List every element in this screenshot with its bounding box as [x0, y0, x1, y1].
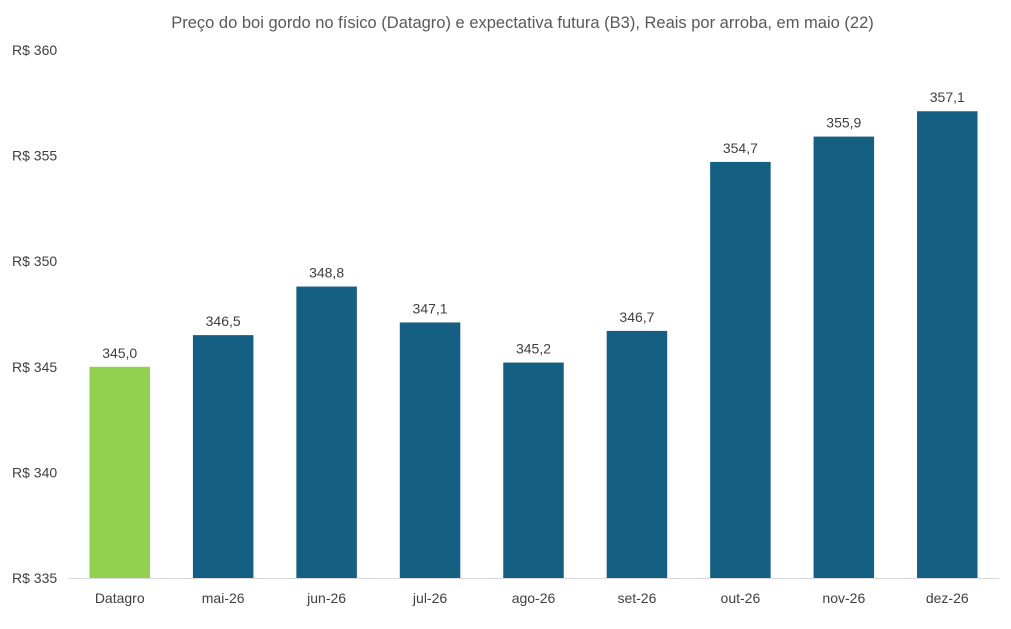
data-label: 346,7 — [619, 309, 654, 325]
bar-jul-26 — [399, 322, 461, 578]
x-tick-label: ago-26 — [512, 590, 556, 606]
x-tick-label: set-26 — [617, 590, 656, 606]
x-tick-label: jul-26 — [412, 590, 447, 606]
bar-jun-26 — [296, 286, 357, 578]
x-tick-label: dez-26 — [926, 590, 969, 606]
y-tick-label: R$ 360 — [12, 42, 57, 58]
y-axis-tick-labels: R$ 335 R$ 340 R$ 345 R$ 350 R$ 355 R$ 360 — [12, 42, 57, 586]
y-tick-label: R$ 350 — [12, 253, 57, 269]
data-label: 357,1 — [930, 89, 965, 105]
y-tick-label: R$ 335 — [12, 570, 57, 586]
bar-ago-26 — [503, 362, 564, 578]
x-axis-tick-labels: Datagro mai-26 jun-26 jul-26 ago-26 set-26 out… — [95, 590, 969, 606]
chart-title: Preço do boi gordo no físico (Datagro) e… — [171, 14, 874, 32]
y-tick-label: R$ 355 — [12, 148, 57, 164]
x-tick-label: nov-26 — [822, 590, 865, 606]
bars — [89, 111, 978, 579]
bar-set-26 — [606, 330, 668, 578]
bar-Datagro — [89, 366, 150, 578]
y-tick-label: R$ 340 — [12, 464, 57, 480]
data-label: 354,7 — [723, 140, 758, 156]
data-label: 345,0 — [102, 345, 137, 361]
bar-nov-26 — [813, 136, 875, 579]
data-labels: 345,0 346,5 348,8 347,1 345,2 346,7 354,7 355,9… — [102, 89, 965, 361]
y-tick-label: R$ 345 — [12, 359, 57, 375]
data-label: 346,5 — [206, 313, 241, 329]
data-label: 345,2 — [516, 341, 551, 357]
data-label: 348,8 — [309, 265, 344, 281]
bar-mai-26 — [192, 335, 254, 578]
x-tick-label: out-26 — [721, 590, 761, 606]
bar-dez-26 — [917, 111, 978, 579]
bar-out-26 — [710, 161, 771, 578]
x-tick-label: mai-26 — [202, 590, 245, 606]
x-tick-label: Datagro — [95, 590, 145, 606]
data-label: 355,9 — [826, 115, 861, 131]
x-tick-label: jun-26 — [306, 590, 346, 606]
data-label: 347,1 — [413, 300, 448, 316]
